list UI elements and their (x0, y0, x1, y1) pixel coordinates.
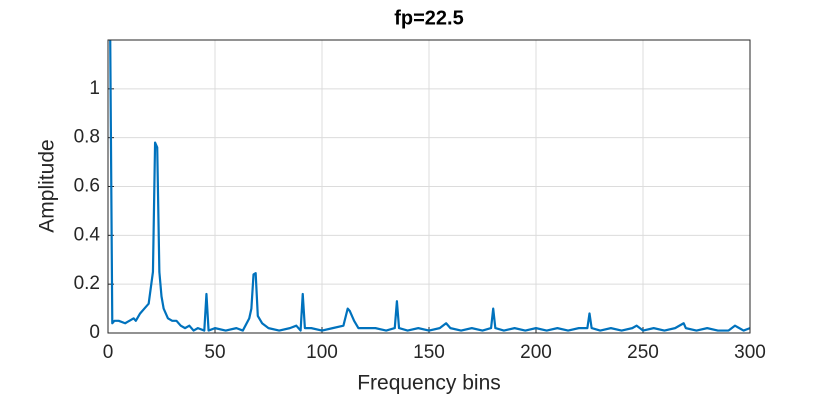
y-tick-label: 1 (89, 78, 100, 99)
x-tick-label: 100 (306, 342, 338, 363)
x-tick-label: 250 (627, 342, 659, 363)
x-tick-label: 150 (413, 342, 445, 363)
y-tick-label: 0.8 (74, 127, 100, 148)
y-tick-label: 0.2 (74, 273, 100, 294)
data-line (109, 40, 750, 332)
axes-box (107, 39, 751, 334)
x-axis-label: Frequency bins (357, 372, 501, 395)
y-tick-label: 0 (89, 322, 100, 343)
y-axis-label: Amplitude (36, 139, 59, 232)
x-tick-label: 200 (520, 342, 552, 363)
y-tick-label: 0.6 (74, 176, 100, 197)
x-tick-label: 0 (103, 342, 114, 363)
chart-title: fp=22.5 (394, 7, 463, 29)
y-tick-label: 0.4 (74, 224, 101, 245)
x-tick-label: 50 (204, 342, 225, 363)
x-tick-label: 300 (734, 342, 766, 363)
